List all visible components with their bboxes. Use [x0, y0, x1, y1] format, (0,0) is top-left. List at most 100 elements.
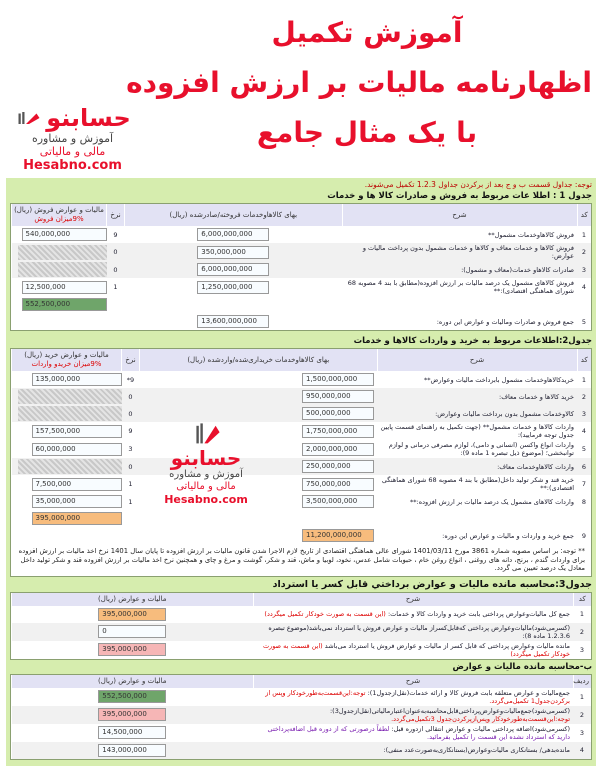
table-row: 2 خرید کالاها و خدمات معاف: 950,000,000 0 [11, 388, 591, 405]
row-description: صادرات کالاهاو خدمات(معاف و مشمول): [342, 261, 577, 278]
row-code: 1 [581, 230, 587, 239]
row-code: 4 [581, 427, 587, 435]
book-icon [196, 423, 220, 444]
table3-box: کد شرح مالیات و عوارض (ریال) 1 جمع کل مالیات… [10, 591, 592, 660]
column-header: شرح [376, 349, 577, 371]
row-code: 2 [577, 243, 591, 261]
column-header: مالیات و عوارض فروش (ریال) 9%میزان فروش [11, 204, 107, 226]
description-text: جمع کل مالیات‌وعوارض پرداختی بابت خرید و… [387, 610, 570, 618]
value-input[interactable]: 143,000,000 [98, 743, 167, 757]
value-input: 395,000,000 [98, 607, 167, 621]
rate-cell: 1 [113, 283, 118, 291]
auto-fill-note: لطفاً درصورتی که از دوره قبل اضافه‌پرداخ… [267, 724, 570, 741]
tax-cell: 157,500,000 [12, 422, 122, 440]
amount-cell: 950,000,000 [139, 388, 377, 405]
rate-cell: 1 [128, 480, 133, 488]
logo-site: Hesabno.com [23, 158, 122, 173]
table-row: 3 (کسرمی‌شود)اضافه پرداختی مالیات و عوارض… [12, 724, 592, 742]
row-code [577, 510, 591, 527]
column-header: بهای کالاهاوخدمات خریداری‌شده/وارد‌شده (… [139, 349, 377, 371]
amount-input[interactable]: 6,000,000,000 [197, 263, 270, 276]
amount-cell: 500,000,000 [139, 405, 377, 422]
amount-input[interactable]: 500,000,000 [302, 407, 374, 420]
amount-input[interactable]: 13,600,000,000 [197, 315, 270, 328]
column-header: مالیات و عوارض خرید (ریال) 9%میزان خریدو … [11, 349, 122, 371]
table2-box: کد شرح بهای کالاهاوخدمات خریداری‌شده/وارد‌… [10, 348, 592, 577]
column-header: شرح [252, 592, 573, 606]
row-code: 1 [581, 375, 587, 384]
tax-cell [11, 388, 122, 405]
amount-input[interactable]: 950,000,000 [302, 390, 374, 403]
description-text: مانده‌بدهی/ بستانکاری مالیات‌وعوارض(بستا… [383, 746, 570, 754]
auto-fill-note: توجه:این‌قسمت‌به‌طورخودکار وپس‌ازپرکردن‌… [391, 714, 570, 723]
book-icon [18, 112, 40, 124]
tax-cell: 7,500,000 [12, 475, 122, 493]
logo-text: حسابنو [46, 104, 131, 132]
amount-input[interactable]: 2,000,000,000 [302, 442, 374, 456]
amount-input[interactable]: 1,500,000,000 [302, 373, 374, 386]
table-row: 3 کالاوخدمات مشمول بدون برداخت مالیات وعو… [11, 405, 591, 422]
amount-input[interactable]: 350,000,000 [197, 245, 270, 259]
amount-cell: 6,000,000,000 [125, 226, 343, 243]
value-input[interactable]: 14,500,000 [98, 726, 167, 739]
disabled-field [17, 244, 107, 260]
logo-mark: حسابنو [10, 104, 135, 132]
tax-input: 552,500,000 [21, 298, 107, 311]
table-row: 9 جمع خرید و واردات و مالیات و عوارض این … [12, 527, 592, 544]
header-row: ردیف شرح مالیات و عوارض (ریال) [11, 674, 591, 688]
column-header: مالیات و عوارض (ریال) [11, 592, 253, 606]
tax-input[interactable]: 35,000,000 [31, 495, 122, 508]
tax-cell: 540,000,000 [12, 226, 107, 243]
rate-cell [122, 510, 140, 527]
header-note: 9%میزان خریدو واردات [31, 360, 102, 368]
column-header: نرخ [121, 349, 140, 371]
row-description: فروش کالاها و خدمات معاف و کالاها و خدما… [342, 243, 577, 261]
amount-input[interactable]: 750,000,000 [302, 477, 374, 491]
amount-input[interactable]: 1,750,000,000 [302, 424, 374, 438]
tax-input[interactable]: 135,000,000 [31, 373, 122, 386]
row-description: جمع فروش و صادرات ومالیات و عوارض این دو… [436, 317, 574, 326]
description-text: جمع‌مالیات و عوارض متعلقه بابت فروش کالا… [367, 688, 570, 697]
row-description: جمع‌مالیات و عوارض متعلقه بابت فروش کالا… [253, 688, 573, 706]
amount-input[interactable]: 6,000,000,000 [197, 228, 270, 241]
tax-input: 395,000,000 [31, 512, 122, 525]
tax-input[interactable]: 12,500,000 [21, 280, 107, 294]
rate-cell [107, 296, 125, 313]
purchase-table: کد شرح بهای کالاهاوخدمات خریداری‌شده/وارد‌… [11, 349, 591, 544]
value-cell: 143,000,000 [11, 741, 253, 759]
table-row: 3 صادرات کالاهاو خدمات(معاف و مشمول): 6,00… [11, 261, 591, 278]
amount-input[interactable]: 250,000,000 [302, 460, 374, 473]
amount-cell [140, 510, 378, 527]
tax-cell [11, 405, 122, 422]
amount-input[interactable]: 3,500,000,000 [302, 495, 374, 508]
value-cell: 395,000,000 [12, 606, 254, 623]
row-code: 5 [581, 445, 587, 453]
disabled-field [17, 406, 122, 421]
row-code: 2 [577, 388, 591, 405]
description-text: (کسرمی‌شود)اضافه پرداختی مالیات و عوارض … [391, 724, 570, 733]
row-code: 4 [581, 283, 587, 291]
tax-input[interactable]: 60,000,000 [31, 442, 122, 456]
tax-cell [12, 527, 122, 544]
table-row: 6 واردات کالاهاوخدمات معاف: 250,000,000 0 [11, 458, 591, 475]
tax-input[interactable]: 157,500,000 [31, 424, 122, 438]
value-cell: 14,500,000 [12, 724, 254, 742]
rate-cell: 9 [113, 230, 118, 239]
table-row: 552,500,000 [12, 296, 592, 313]
amount-input[interactable]: 1,250,000,000 [197, 280, 270, 294]
tax-input[interactable]: 540,000,000 [21, 228, 107, 241]
row-description: خریدکالاهاوخدمات مشمول بابرداخت مالیات و… [423, 375, 574, 384]
value-input[interactable]: 0 [98, 625, 167, 638]
disabled-field [17, 262, 107, 277]
row-code: 3 [577, 261, 591, 278]
row-code: 3 [577, 405, 591, 422]
row-description: خرید قند و شکر تولید داخل(مطابق با بند 4… [381, 476, 574, 492]
rate-cell: 9 [128, 427, 133, 435]
rate-cell: 0 [106, 243, 125, 261]
row-description: کالاوخدمات مشمول بدون برداخت مالیات وعوا… [377, 405, 577, 422]
rate-cell: 0 [106, 261, 125, 278]
header-row: کد شرح بهای کالاهاوخدمات خریداری‌شده/وارد‌… [11, 349, 591, 371]
watermark-mark: حسابنو [170, 446, 242, 470]
column-header: شرح [252, 674, 573, 688]
tax-input[interactable]: 7,500,000 [31, 477, 122, 491]
